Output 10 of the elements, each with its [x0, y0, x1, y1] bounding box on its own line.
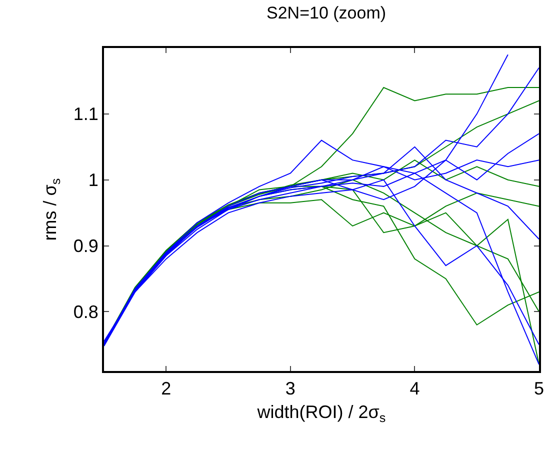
x-tick-label: 2	[161, 378, 172, 399]
x-tick-label: 4	[410, 378, 420, 399]
x-axis-title: width(ROI) / 2σ$_{s}$	[256, 402, 386, 425]
y-tick-label: 0.8	[73, 302, 98, 322]
y-tick-label: 0.9	[73, 236, 98, 256]
y-tick-label: 1	[88, 170, 98, 190]
chart-title: S2N=10 (zoom)	[266, 4, 386, 23]
y-tick-label: 1.1	[73, 104, 98, 124]
x-tick-label: 5	[534, 378, 544, 399]
x-tick-label: 3	[285, 378, 296, 399]
